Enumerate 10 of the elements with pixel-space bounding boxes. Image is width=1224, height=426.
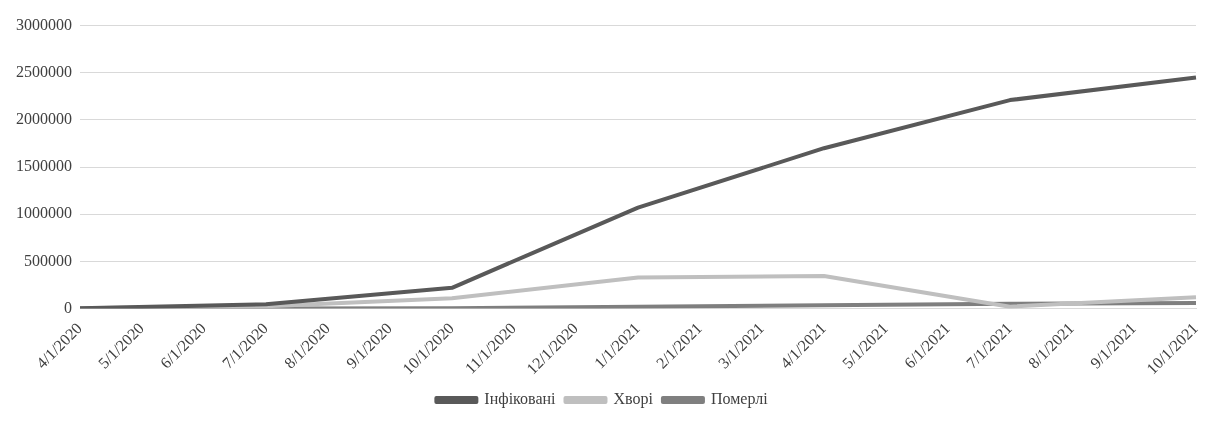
legend-label: Інфіковані (484, 390, 557, 409)
y-tick-label: 1000000 (16, 204, 72, 222)
legend-label: Хворі (613, 390, 654, 409)
legend-label: Померлі (710, 390, 769, 409)
y-tick-label: 2500000 (16, 62, 72, 80)
y-tick-label: 1500000 (16, 157, 72, 175)
y-tick-label: 500000 (24, 251, 72, 269)
y-tick-label: 2000000 (16, 110, 72, 128)
y-tick-label: 0 (64, 298, 72, 316)
y-tick-label: 3000000 (16, 15, 72, 33)
